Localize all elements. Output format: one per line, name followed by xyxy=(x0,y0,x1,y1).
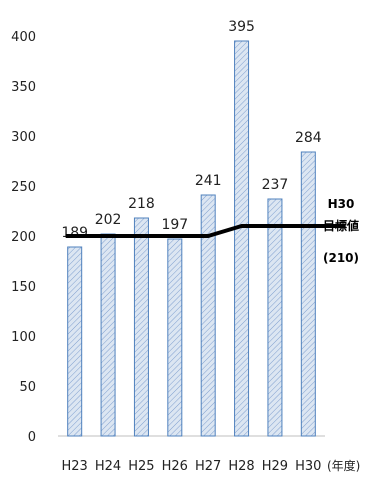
target-label-value: (210) xyxy=(323,251,359,265)
y-axis: 0 50 100 150 200 250 300 350 400 xyxy=(11,30,36,445)
x-tick-label: H29 xyxy=(262,459,288,474)
value-label-H29: 237 xyxy=(262,177,289,193)
value-labels: 189 202 218 197 241 395 237 284 xyxy=(61,19,321,241)
x-tick-label: H26 xyxy=(162,459,188,474)
target-line-group xyxy=(65,224,345,238)
y-tick-label: 300 xyxy=(11,130,36,145)
x-tick-label: H24 xyxy=(95,459,121,474)
target-label-year: H30 xyxy=(328,197,355,211)
x-tick-label: H30 xyxy=(295,459,321,474)
target-label-title: 目標値 xyxy=(323,218,359,233)
bar-H23 xyxy=(67,246,83,437)
bar-H24 xyxy=(100,233,116,437)
bar-H28 xyxy=(234,40,250,437)
y-tick-label: 250 xyxy=(11,180,36,195)
x-axis-unit-label: (年度) xyxy=(327,458,360,473)
value-label-H30: 284 xyxy=(295,130,322,146)
target-line xyxy=(65,224,345,238)
x-tick-label: H28 xyxy=(228,459,254,474)
bar-H27 xyxy=(200,194,216,437)
bar-H25 xyxy=(133,217,149,437)
bars xyxy=(67,40,316,437)
value-label-H26: 197 xyxy=(161,217,188,233)
y-tick-label: 400 xyxy=(11,30,36,45)
y-tick-label: 200 xyxy=(11,230,36,245)
y-tick-label: 150 xyxy=(11,280,36,295)
bar-H26 xyxy=(167,238,183,437)
y-tick-label: 0 xyxy=(28,430,36,445)
value-label-H27: 241 xyxy=(195,173,222,189)
x-tick-label: H27 xyxy=(195,459,221,474)
bar-H30 xyxy=(300,151,316,437)
value-label-H24: 202 xyxy=(95,212,122,228)
y-tick-label: 100 xyxy=(11,330,36,345)
y-tick-label: 350 xyxy=(11,80,36,95)
value-label-H25: 218 xyxy=(128,196,155,212)
y-tick-label: 50 xyxy=(19,380,36,395)
x-axis: H23 H24 H25 H26 H27 H28 H29 H30 xyxy=(58,435,325,474)
value-label-H23: 189 xyxy=(61,225,88,241)
bar-H29 xyxy=(267,198,283,437)
x-tick-label: H23 xyxy=(62,459,88,474)
x-tick-label: H25 xyxy=(128,459,154,474)
value-label-H28: 395 xyxy=(228,19,255,35)
